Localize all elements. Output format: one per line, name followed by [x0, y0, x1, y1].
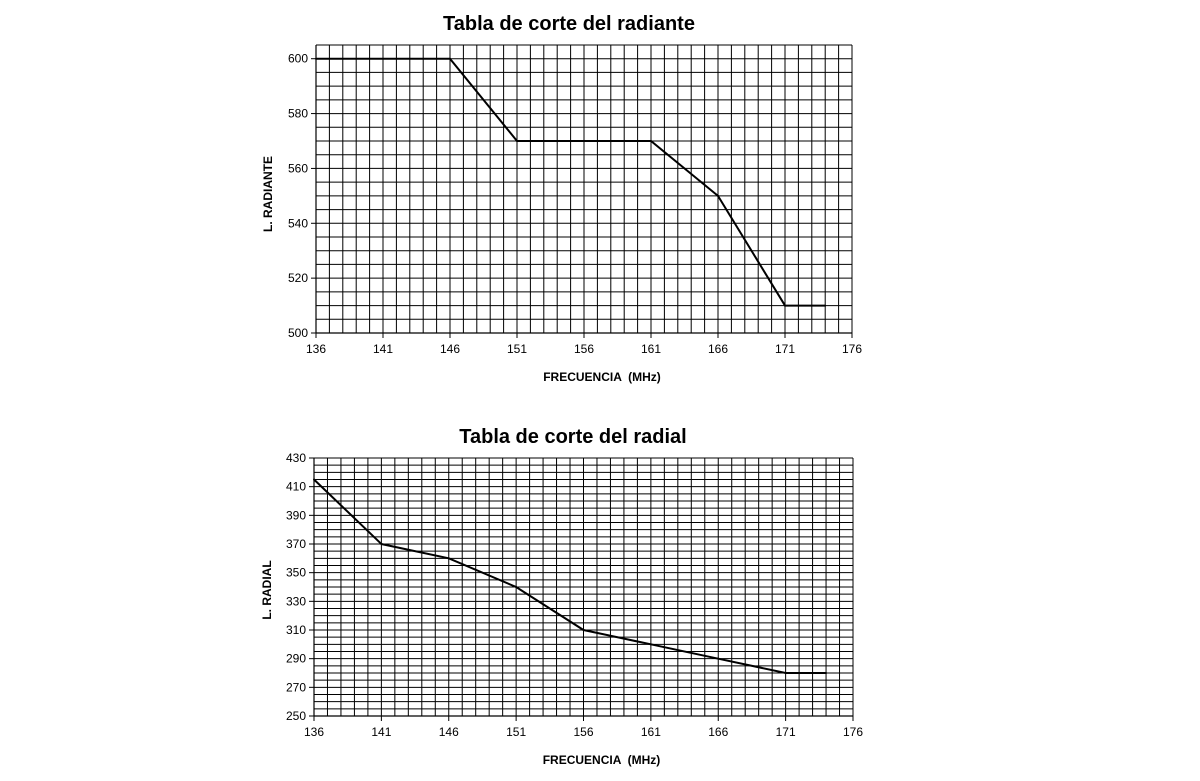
y-tick-label: 390 — [286, 508, 306, 522]
y-tick-label: 540 — [288, 216, 308, 230]
y-tick-label: 310 — [286, 623, 306, 637]
y-tick-label: 520 — [288, 271, 308, 285]
y-axis-label: L. RADIAL — [260, 560, 274, 619]
x-tick-label: 161 — [641, 725, 661, 739]
y-tick-label: 500 — [288, 326, 308, 340]
data-point — [380, 543, 383, 545]
data-point — [824, 304, 827, 307]
data-point — [447, 557, 450, 560]
x-tick-label: 136 — [304, 725, 324, 739]
y-tick-label: 370 — [286, 537, 306, 551]
y-tick-label: 600 — [288, 52, 308, 66]
x-tick-label: 156 — [574, 342, 594, 356]
x-tick-label: 176 — [843, 725, 863, 739]
chart-title: Tabla de corte del radiante — [443, 13, 695, 35]
x-tick-label: 156 — [573, 725, 593, 739]
data-point — [582, 629, 585, 631]
data-point — [315, 57, 317, 60]
x-tick-label: 146 — [440, 342, 460, 356]
x-tick-label: 161 — [641, 342, 661, 356]
x-tick-label: 146 — [439, 725, 459, 739]
y-tick-label: 350 — [286, 566, 306, 580]
data-point — [313, 478, 315, 481]
x-axis-label: FRECUENCIA (MHz) — [543, 370, 661, 384]
x-tick-label: 171 — [775, 342, 795, 356]
data-point — [825, 672, 828, 674]
x-tick-label: 141 — [373, 342, 393, 356]
y-tick-label: 250 — [286, 709, 306, 723]
x-tick-label: 151 — [507, 342, 527, 356]
x-tick-label: 176 — [842, 342, 862, 356]
y-tick-label: 560 — [288, 161, 308, 175]
y-tick-label: 410 — [286, 480, 306, 494]
y-tick-label: 430 — [286, 451, 306, 465]
grid — [313, 457, 854, 717]
data-point — [449, 57, 451, 60]
x-tick-label: 166 — [708, 725, 728, 739]
data-point — [717, 194, 719, 197]
grid — [315, 44, 853, 334]
chart-radiante: 500 520 540 560 580 600 136 141 146 151 156 161 166 1… — [261, 13, 862, 384]
data-point — [784, 304, 786, 307]
x-axis-label: FRECUENCIA (MHz) — [543, 753, 661, 767]
data-point — [516, 140, 518, 142]
x-tick-label: 141 — [371, 725, 391, 739]
chart-title: Tabla de corte del radial — [459, 426, 686, 448]
data-point — [784, 672, 787, 674]
x-tick-label: 166 — [708, 342, 728, 356]
data-point — [515, 586, 518, 588]
chart-radial: 250 270 290 310 330 350 370 390 410 430 136 141 146 1… — [260, 426, 863, 767]
y-tick-label: 580 — [288, 107, 308, 121]
data-point — [650, 140, 652, 142]
y-axis-label: L. RADIANTE — [261, 156, 275, 232]
y-tick-label: 270 — [286, 680, 306, 694]
data-point — [649, 643, 652, 646]
y-tick-label: 290 — [286, 652, 306, 666]
x-tick-label: 151 — [506, 725, 526, 739]
y-tick-label: 330 — [286, 594, 306, 608]
data-point — [717, 657, 720, 660]
x-tick-label: 136 — [306, 342, 326, 356]
x-tick-label: 171 — [776, 725, 796, 739]
